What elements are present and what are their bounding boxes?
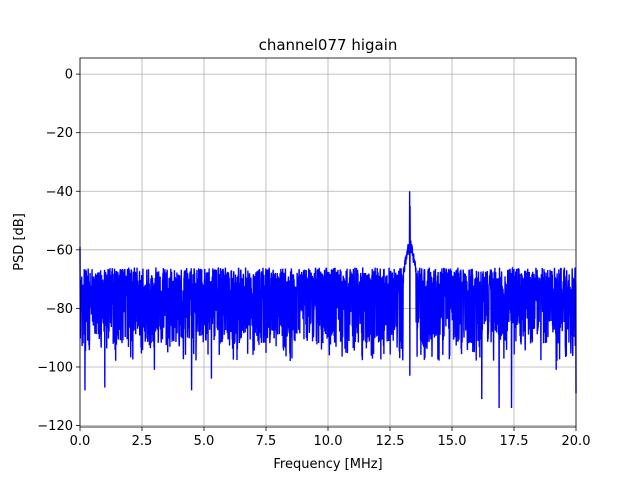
y-tick-label: −120 xyxy=(37,419,73,434)
y-tick-label: 0 xyxy=(65,68,73,83)
x-tick-label: 15.0 xyxy=(438,434,467,449)
y-axis-label: PSD [dB] xyxy=(12,213,27,271)
x-tick-label: 7.5 xyxy=(256,434,277,449)
psd-series-line xyxy=(79,191,577,408)
chart-title: channel077 higain xyxy=(259,36,398,54)
x-tick-label: 2.5 xyxy=(132,434,153,449)
x-tick-label: 17.5 xyxy=(500,434,529,449)
y-tick-label: −80 xyxy=(46,302,73,317)
y-tick-label: −100 xyxy=(37,360,73,375)
x-axis: 0.0 2.5 5.0 7.5 10.0 12.5 15.0 17.5 20.0 xyxy=(70,427,591,449)
series-layer xyxy=(79,191,577,408)
x-tick-label: 10.0 xyxy=(314,434,343,449)
x-tick-label: 0.0 xyxy=(70,434,91,449)
x-tick-label: 20.0 xyxy=(562,434,591,449)
x-tick-label: 5.0 xyxy=(194,434,215,449)
y-axis: 0 −20 −40 −60 −80 −100 −120 xyxy=(37,68,80,434)
y-tick-label: −20 xyxy=(46,126,73,141)
x-axis-label: Frequency [MHz] xyxy=(273,457,382,472)
x-tick-label: 12.5 xyxy=(376,434,405,449)
y-tick-label: −60 xyxy=(46,243,73,258)
y-tick-label: −40 xyxy=(46,185,73,200)
